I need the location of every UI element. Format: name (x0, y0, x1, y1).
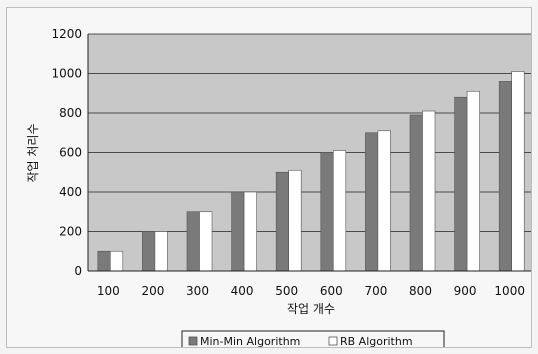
legend-label-min-min: Min-Min Algorithm (200, 335, 300, 347)
bar-rb-400 (243, 191, 257, 272)
x-tick-label: 800 (409, 284, 432, 298)
bar-min-min-100 (97, 250, 111, 272)
bar-min-min-1000 (498, 81, 513, 272)
bar-rb-700 (377, 130, 391, 272)
bar-min-min-300 (186, 211, 200, 272)
x-tick-label: 1000 (494, 284, 525, 298)
bar-rb-600 (332, 150, 347, 272)
bar-min-min-600 (320, 152, 334, 272)
x-tick-label: 400 (231, 284, 254, 298)
bar-rb-900 (466, 90, 480, 272)
y-tick-label: 400 (59, 185, 82, 199)
bar-rb-800 (422, 110, 436, 272)
y-tick-label: 600 (59, 146, 82, 160)
x-tick-label: 200 (141, 284, 164, 298)
bar-rb-200 (154, 231, 168, 272)
bar-min-min-800 (409, 114, 423, 272)
legend-box (181, 330, 445, 347)
x-tick-label: 600 (320, 284, 343, 298)
y-tick-label: 800 (59, 106, 82, 120)
chart-frame: 0 200 400 600 800 1000 1200 100 200 300 400 500 600… (6, 7, 532, 348)
x-tick-label: 500 (275, 284, 298, 298)
bar-min-min-200 (142, 231, 156, 272)
y-tick-label: 1200 (51, 27, 82, 41)
bar-min-min-400 (231, 191, 245, 272)
x-axis-title: 작업 개수 (287, 302, 335, 316)
bar-min-min-900 (454, 96, 468, 272)
bar-rb-500 (288, 169, 302, 272)
y-axis-title: 작업 처리수 (26, 123, 40, 182)
bar-min-min-700 (365, 132, 379, 272)
bar-rb-100 (110, 250, 124, 272)
bar-chart: 0 200 400 600 800 1000 1200 100 200 300 400 500 600… (26, 27, 531, 347)
legend-label-rb: RB Algorithm (340, 335, 413, 347)
x-tick-label: 100 (97, 284, 120, 298)
bar-min-min-500 (275, 171, 290, 272)
x-tick-label: 700 (364, 284, 387, 298)
y-tick-label: 200 (59, 225, 82, 239)
y-tick-label: 0 (74, 264, 82, 278)
bar-rb-1000 (511, 71, 525, 272)
legend: Min-Min Algorithm RB Algorithm (181, 330, 445, 347)
bar-rb-300 (199, 211, 213, 272)
legend-swatch-min-min (188, 336, 198, 346)
legend-swatch-rb (328, 336, 338, 346)
x-tick-label: 300 (186, 284, 209, 298)
y-tick-label: 1000 (51, 67, 82, 81)
x-tick-label: 900 (454, 284, 477, 298)
